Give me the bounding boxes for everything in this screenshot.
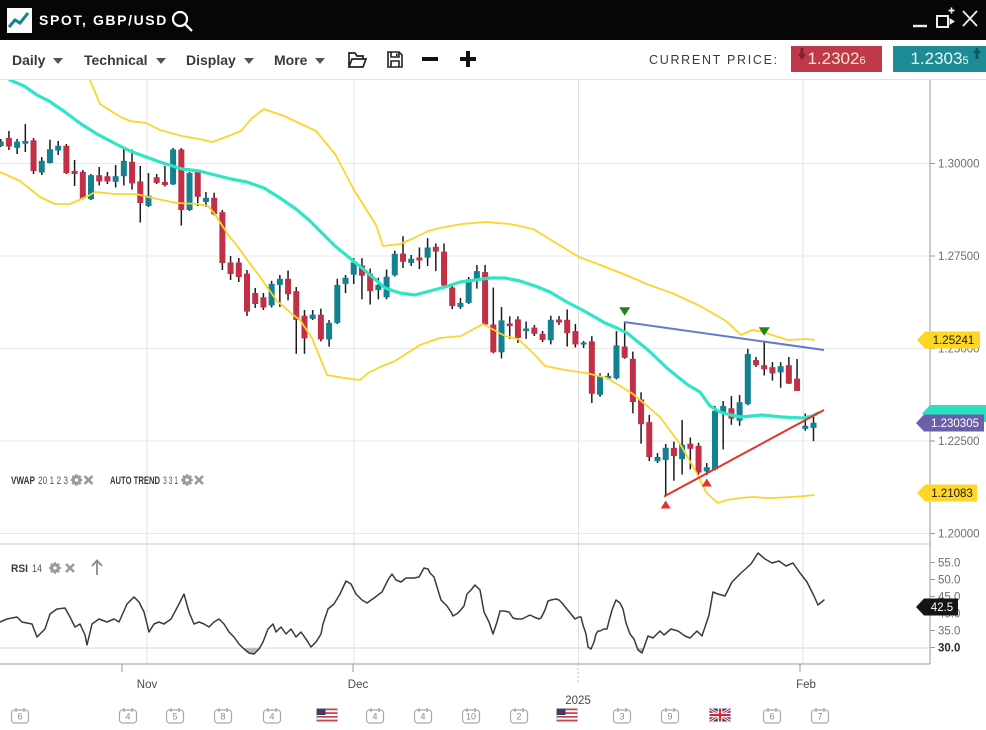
svg-text:50.0: 50.0: [938, 575, 960, 587]
svg-text:1.20000: 1.20000: [938, 529, 980, 541]
svg-text:VWAP: VWAP: [11, 475, 35, 487]
svg-text:AUTO TREND: AUTO TREND: [110, 475, 160, 487]
svg-text:1.30000: 1.30000: [938, 159, 980, 171]
svg-text:1.22500: 1.22500: [938, 436, 980, 448]
svg-text:3 3 1: 3 3 1: [163, 475, 178, 487]
svg-text:8: 8: [220, 712, 225, 722]
svg-text:2025: 2025: [565, 695, 591, 707]
svg-text:42.5: 42.5: [931, 602, 953, 614]
svg-text:Feb: Feb: [796, 679, 816, 691]
svg-text:4: 4: [372, 712, 377, 722]
svg-text:20 1 2 3: 20 1 2 3: [38, 475, 68, 487]
svg-text:55.0: 55.0: [938, 558, 960, 570]
svg-text:4: 4: [269, 712, 274, 722]
svg-text:1.21083: 1.21083: [931, 488, 973, 500]
svg-text:6: 6: [17, 712, 22, 722]
svg-text:4: 4: [125, 712, 130, 722]
svg-text:3: 3: [619, 712, 624, 722]
svg-text:Dec: Dec: [348, 679, 369, 691]
svg-text:10: 10: [466, 712, 476, 722]
svg-text:7: 7: [817, 712, 822, 722]
svg-text:30.0: 30.0: [938, 643, 960, 655]
svg-text:5: 5: [172, 712, 177, 722]
svg-text:1.230305: 1.230305: [931, 418, 979, 430]
svg-text:Nov: Nov: [137, 679, 158, 691]
svg-text:4: 4: [420, 712, 425, 722]
svg-text:6: 6: [769, 712, 774, 722]
svg-text:1.25241: 1.25241: [933, 335, 975, 347]
svg-text:14: 14: [32, 563, 42, 575]
svg-text:1.27500: 1.27500: [938, 251, 980, 263]
svg-text:RSI: RSI: [11, 563, 28, 575]
svg-text:2: 2: [516, 712, 521, 722]
svg-text:35.0: 35.0: [938, 626, 960, 638]
svg-text:9: 9: [667, 712, 672, 722]
